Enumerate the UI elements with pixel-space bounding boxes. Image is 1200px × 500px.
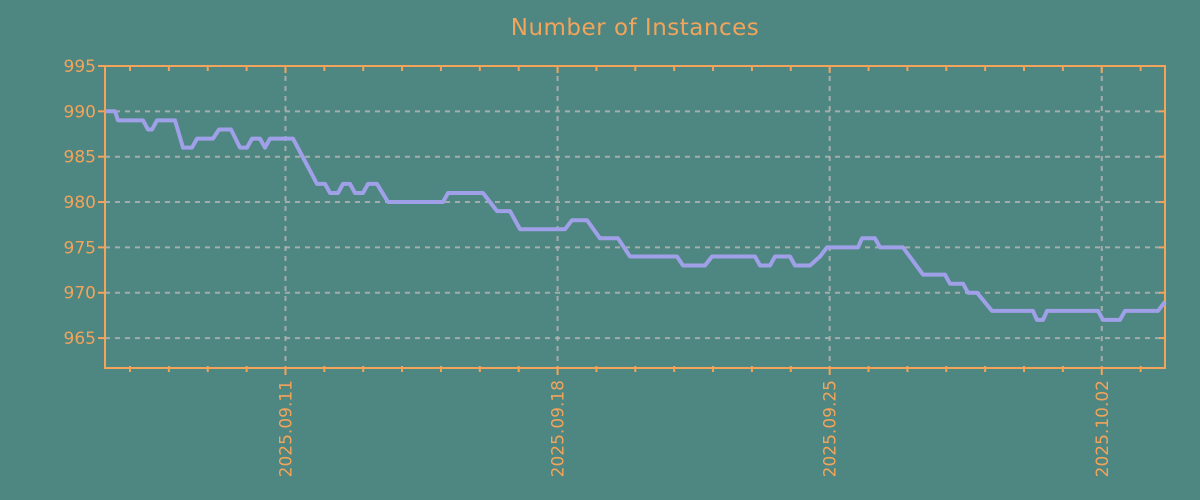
chart-title: Number of Instances xyxy=(510,15,760,41)
y-tick-label: 975 xyxy=(64,238,96,258)
x-tick-labels: 2025.09.11 2025.09.18 2025.09.25 2025.10.02 xyxy=(276,380,1112,477)
y-tick-label: 985 xyxy=(64,148,96,168)
y-tick-label: 980 xyxy=(64,193,96,213)
series-line-instances xyxy=(105,109,1167,322)
y-gridlines xyxy=(105,110,1165,340)
x-tick-label: 2025.09.11 xyxy=(276,380,296,477)
axis-ticks xyxy=(98,65,1165,375)
y-tick-label: 965 xyxy=(64,329,96,349)
y-tick-label: 990 xyxy=(64,102,96,122)
y-tick-labels: 965 970 975 980 985 990 995 xyxy=(64,57,96,349)
x-tick-label: 2025.09.25 xyxy=(821,380,841,477)
y-tick-label: 970 xyxy=(64,284,96,304)
y-tick-label: 995 xyxy=(64,57,96,77)
x-tick-label: 2025.09.18 xyxy=(549,380,569,477)
x-tick-label: 2025.10.02 xyxy=(1093,380,1113,477)
